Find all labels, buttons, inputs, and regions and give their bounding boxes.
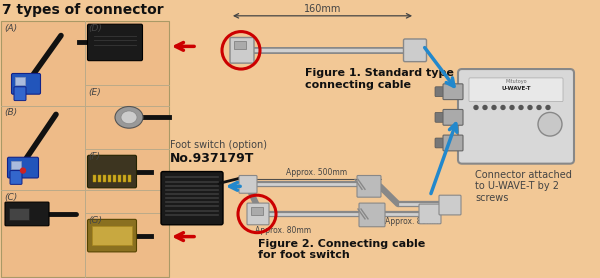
FancyBboxPatch shape (234, 41, 246, 49)
FancyBboxPatch shape (118, 175, 121, 182)
Text: (B): (B) (4, 108, 17, 118)
Text: Foot switch (option): Foot switch (option) (170, 140, 267, 150)
Text: U-WAVE-T: U-WAVE-T (501, 86, 531, 91)
FancyBboxPatch shape (439, 195, 461, 215)
FancyBboxPatch shape (230, 38, 254, 63)
FancyBboxPatch shape (128, 175, 131, 182)
FancyBboxPatch shape (419, 204, 441, 224)
Circle shape (537, 106, 541, 110)
FancyBboxPatch shape (11, 73, 41, 94)
Text: (D): (D) (88, 24, 102, 33)
FancyBboxPatch shape (443, 84, 463, 100)
Text: Figure 2. Connecting cable
for foot switch: Figure 2. Connecting cable for foot swit… (258, 239, 425, 260)
FancyBboxPatch shape (359, 203, 385, 227)
FancyBboxPatch shape (11, 161, 21, 168)
FancyBboxPatch shape (239, 175, 257, 193)
Text: Mitutoyo: Mitutoyo (505, 79, 527, 84)
FancyBboxPatch shape (10, 171, 22, 184)
Text: Figure 1. Standard type
connecting cable: Figure 1. Standard type connecting cable (305, 68, 454, 90)
FancyBboxPatch shape (113, 175, 116, 182)
Text: (A): (A) (4, 24, 17, 33)
Text: (F): (F) (88, 152, 100, 161)
Circle shape (492, 106, 496, 110)
FancyBboxPatch shape (14, 87, 26, 101)
FancyBboxPatch shape (92, 226, 132, 245)
FancyBboxPatch shape (88, 155, 137, 188)
Circle shape (519, 106, 523, 110)
FancyBboxPatch shape (88, 219, 137, 252)
FancyBboxPatch shape (15, 77, 25, 85)
Circle shape (501, 106, 505, 110)
FancyBboxPatch shape (93, 175, 96, 182)
Text: Approx. 80mm: Approx. 80mm (255, 226, 311, 235)
FancyBboxPatch shape (247, 203, 269, 225)
Circle shape (538, 112, 562, 136)
FancyBboxPatch shape (357, 175, 381, 197)
FancyBboxPatch shape (443, 135, 463, 151)
FancyBboxPatch shape (123, 175, 126, 182)
Circle shape (510, 106, 514, 110)
Text: (G): (G) (88, 216, 102, 225)
FancyBboxPatch shape (103, 175, 106, 182)
FancyBboxPatch shape (98, 175, 101, 182)
FancyBboxPatch shape (7, 157, 38, 178)
Circle shape (20, 168, 25, 173)
Ellipse shape (121, 111, 137, 124)
FancyBboxPatch shape (443, 110, 463, 125)
FancyBboxPatch shape (9, 208, 29, 220)
Text: Approx. 80mm: Approx. 80mm (385, 217, 441, 226)
FancyBboxPatch shape (161, 172, 223, 225)
FancyBboxPatch shape (469, 78, 563, 101)
Circle shape (483, 106, 487, 110)
FancyBboxPatch shape (435, 112, 447, 122)
Text: 160mm: 160mm (304, 4, 341, 14)
FancyBboxPatch shape (435, 87, 447, 97)
FancyBboxPatch shape (251, 207, 263, 215)
Circle shape (546, 106, 550, 110)
Text: 7 types of connector: 7 types of connector (2, 3, 164, 17)
Circle shape (528, 106, 532, 110)
FancyBboxPatch shape (404, 39, 427, 62)
Text: No.937179T: No.937179T (170, 152, 254, 165)
Text: Connector attached
to U-WAVE-T by 2
screws: Connector attached to U-WAVE-T by 2 scre… (475, 170, 572, 203)
Text: (E): (E) (88, 88, 101, 97)
FancyBboxPatch shape (88, 24, 143, 61)
FancyBboxPatch shape (435, 138, 447, 148)
Text: Approx. 500mm: Approx. 500mm (286, 168, 347, 177)
FancyBboxPatch shape (5, 202, 49, 226)
FancyBboxPatch shape (1, 21, 169, 277)
FancyBboxPatch shape (108, 175, 111, 182)
FancyBboxPatch shape (458, 69, 574, 164)
Circle shape (474, 106, 478, 110)
Ellipse shape (115, 106, 143, 128)
Text: (C): (C) (4, 193, 17, 202)
